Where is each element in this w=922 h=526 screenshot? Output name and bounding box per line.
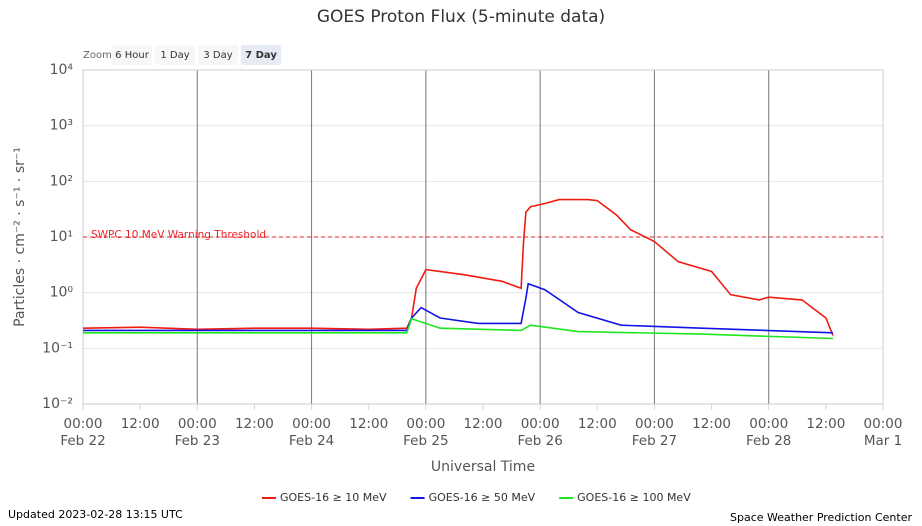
x-tick-date: Feb 26 (517, 433, 562, 449)
x-tick-label: 00:00 (178, 416, 217, 432)
legend-label: GOES-16 ≥ 100 MeV (577, 491, 691, 504)
series-line (83, 317, 834, 340)
zoom-button-label[interactable]: 6 Hour (115, 50, 150, 61)
zoom-button[interactable] (112, 45, 152, 65)
zoom-button[interactable] (155, 45, 195, 65)
x-tick-date: Feb 23 (175, 433, 220, 449)
x-tick-label: 00:00 (64, 416, 103, 432)
updated-note: Updated 2023-02-28 13:15 UTC (8, 508, 183, 521)
x-tick-label: 00:00 (292, 416, 331, 432)
x-tick-date: Feb 22 (60, 433, 105, 449)
x-tick-label: 00:00 (635, 416, 674, 432)
x-axis-label: Universal Time (431, 459, 535, 475)
y-tick-label: 10³ (50, 118, 73, 134)
x-tick-label: 12:00 (692, 416, 731, 432)
threshold-label: SWPC 10 MeV Warning Threshold (91, 229, 266, 241)
x-tick-label: 12:00 (235, 416, 274, 432)
y-tick-label: 10⁻¹ (42, 340, 73, 356)
zoom-button-label[interactable]: 7 Day (245, 50, 277, 61)
x-tick-label: 00:00 (864, 416, 903, 432)
zoom-buttons: 6 Hour 1 Day 3 Day 7 Day (112, 45, 281, 65)
chart-title: GOES Proton Flux (5-minute data) (317, 7, 605, 27)
y-tick-label: 10⁴ (50, 62, 74, 78)
x-tick-label: 00:00 (406, 416, 445, 432)
x-tick-date: Mar 1 (864, 433, 902, 449)
x-tick-label: 00:00 (521, 416, 560, 432)
x-tick-label: 00:00 (749, 416, 788, 432)
zoom-button-label[interactable]: 1 Day (160, 50, 189, 61)
y-tick-label: 10⁻² (42, 396, 73, 412)
x-tick-label: 12:00 (806, 416, 845, 432)
series-line (83, 282, 834, 334)
y-axis-label: Particles · cm⁻² · s⁻¹ · sr⁻¹ (12, 147, 28, 327)
legend-label: GOES-16 ≥ 10 MeV (280, 491, 387, 504)
x-tick-label: 12:00 (578, 416, 617, 432)
y-tick-label: 10⁰ (50, 285, 74, 301)
y-tick-label: 10² (50, 173, 73, 189)
x-tick-label: 12:00 (464, 416, 503, 432)
zoom-label: Zoom (83, 50, 112, 61)
y-tick-label: 10¹ (50, 229, 73, 245)
x-tick-date: Feb 24 (289, 433, 334, 449)
zoom-button[interactable] (241, 45, 281, 65)
x-tick-date: Feb 28 (746, 433, 791, 449)
legend-label: GOES-16 ≥ 50 MeV (429, 491, 536, 504)
credit: Space Weather Prediction Center (730, 511, 912, 524)
x-tick-label: 12:00 (349, 416, 388, 432)
x-tick-label: 12:00 (121, 416, 160, 432)
series-line (82, 198, 834, 336)
x-tick-date: Feb 25 (403, 433, 448, 449)
zoom-button-label[interactable]: 3 Day (203, 50, 232, 61)
zoom-button[interactable] (198, 45, 238, 65)
x-tick-date: Feb 27 (632, 433, 677, 449)
